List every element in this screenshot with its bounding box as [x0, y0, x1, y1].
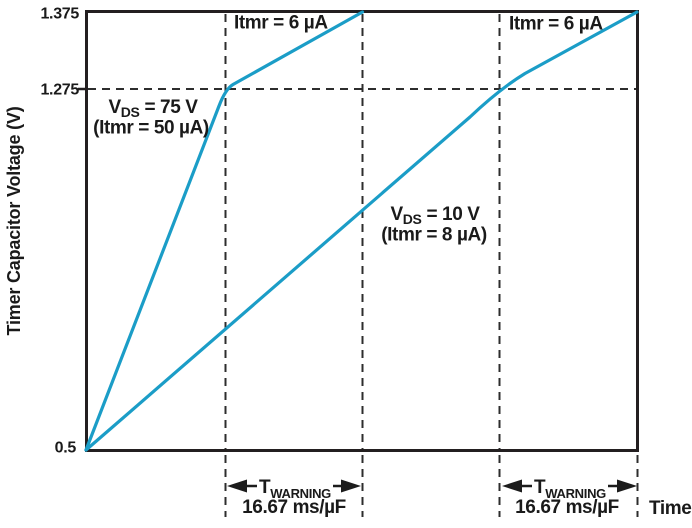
annotation-vds10-current: (Itmr = 8 µA) — [381, 225, 487, 246]
twarning1-subscript: WARNING — [270, 486, 331, 501]
x-axis-title: Time — [649, 498, 691, 519]
y-axis-title: Timer Capacitor Voltage (V) — [4, 106, 24, 335]
annotation-vds10: VDS = 10 V — [390, 204, 480, 227]
twarning1-rate: 16.67 ms/µF — [242, 497, 346, 518]
vds75-subscript: DS — [121, 104, 140, 120]
twarning2-left-arrowhead — [502, 479, 522, 493]
twarning2-symbol: T — [534, 477, 546, 498]
annotation-vds75: VDS = 75 V — [108, 97, 198, 120]
vds10-symbol: V — [390, 204, 403, 225]
twarning2-rate: 16.67 ms/µF — [515, 497, 619, 518]
twarning1-right-arrowhead — [341, 479, 361, 493]
twarning2-label: TWARNING — [534, 477, 606, 501]
twarning1-left-arrowhead — [227, 479, 247, 493]
annotation-itmr6-left: Itmr = 6 µA — [234, 13, 328, 34]
twarning-group-1: TWARNING 16.67 ms/µF — [227, 477, 361, 518]
annotation-itmr6-right: Itmr = 6 µA — [509, 14, 603, 35]
twarning2-subscript: WARNING — [545, 486, 606, 501]
curve-vds-10v — [84, 10, 639, 452]
curve-vds-75v — [84, 10, 365, 452]
vds10-value: = 10 V — [422, 204, 481, 225]
twarning1-label: TWARNING — [259, 477, 331, 501]
twarning-group-2: TWARNING 16.67 ms/µF — [502, 477, 637, 518]
vds75-symbol: V — [108, 97, 121, 118]
y-tick-05: 0.5 — [55, 440, 77, 457]
twarning2-right-arrowhead — [617, 479, 637, 493]
vds75-value: = 75 V — [140, 97, 199, 118]
y-tick-1375: 1.375 — [40, 6, 79, 23]
twarning1-symbol: T — [259, 477, 271, 498]
y-tick-1275: 1.275 — [40, 82, 79, 99]
annotation-vds75-current: (Itmr = 50 µA) — [93, 118, 209, 139]
vds10-subscript: DS — [403, 211, 422, 227]
